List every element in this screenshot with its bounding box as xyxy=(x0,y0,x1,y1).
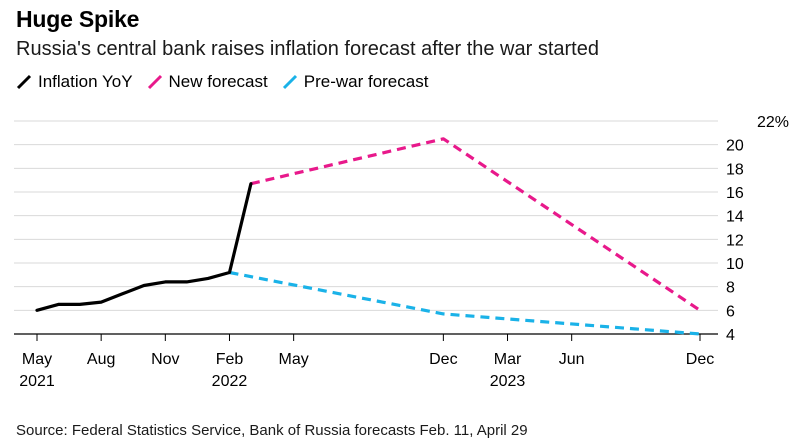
x-tick-label-3: Feb xyxy=(216,351,244,368)
y-tick-label-18: 18 xyxy=(726,161,744,178)
x-tick-label-7: Jun xyxy=(559,351,585,368)
x-year-label-6: 2023 xyxy=(490,373,526,390)
x-tick-label-6: Mar xyxy=(494,351,522,368)
legend-item-inflation: Inflation YoY xyxy=(16,72,133,92)
y-tick-label-12: 12 xyxy=(726,232,744,249)
chart-title: Huge Spike xyxy=(16,6,140,32)
legend-item-prewar-forecast: Pre-war forecast xyxy=(282,72,429,92)
legend-swatch-prewar-forecast xyxy=(282,74,297,90)
y-tick-label-10: 10 xyxy=(726,256,744,273)
y-tick-label-6: 6 xyxy=(726,303,735,320)
x-tick-label-1: Aug xyxy=(87,351,115,368)
grid-lines xyxy=(14,120,718,311)
x-tick-label-4: May xyxy=(279,351,309,368)
y-axis: 4 6 8 10 12 14 16 18 20 22% xyxy=(726,114,789,344)
y-tick-label-14: 14 xyxy=(726,209,744,226)
x-year-label-0: 2021 xyxy=(19,373,55,390)
y-tick-label-4: 4 xyxy=(726,327,735,344)
x-tick-label-5: Dec xyxy=(429,351,457,368)
legend-label-new-forecast: New forecast xyxy=(168,72,268,91)
x-tick-label-0: May xyxy=(22,351,52,368)
chart-subtitle: Russia's central bank raises inflation f… xyxy=(16,38,599,60)
x-year-label-3: 2022 xyxy=(212,373,248,390)
y-tick-label-16: 16 xyxy=(726,185,744,202)
legend: Inflation YoY New forecast Pre-war forec… xyxy=(16,72,442,92)
y-unit-label: 22% xyxy=(757,114,789,131)
legend-label-inflation: Inflation YoY xyxy=(38,72,133,91)
y-tick-label-8: 8 xyxy=(726,280,735,297)
legend-swatch-new-forecast xyxy=(147,74,162,90)
series-line-new-forecast xyxy=(250,137,701,312)
legend-item-new-forecast: New forecast xyxy=(147,72,268,92)
series-lines xyxy=(35,137,701,336)
series-line-pre-war-forecast xyxy=(229,270,701,336)
x-axis: May 2021 Aug Nov Feb 2022 May Dec Mar 2023 Jun Dec xyxy=(14,333,718,390)
y-tick-label-20: 20 xyxy=(726,138,744,155)
series-line-inflation-yoy xyxy=(35,182,253,312)
source-note: Source: Federal Statistics Service, Bank… xyxy=(16,422,528,439)
legend-swatch-inflation xyxy=(16,74,32,90)
x-tick-label-2: Nov xyxy=(151,351,179,368)
legend-label-prewar-forecast: Pre-war forecast xyxy=(303,72,429,91)
x-tick-label-8: Dec xyxy=(686,351,714,368)
